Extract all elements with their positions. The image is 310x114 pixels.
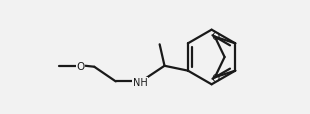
Text: O: O bbox=[77, 61, 85, 71]
Text: O: O bbox=[212, 74, 220, 84]
Text: O: O bbox=[212, 31, 220, 41]
Text: NH: NH bbox=[133, 78, 148, 88]
